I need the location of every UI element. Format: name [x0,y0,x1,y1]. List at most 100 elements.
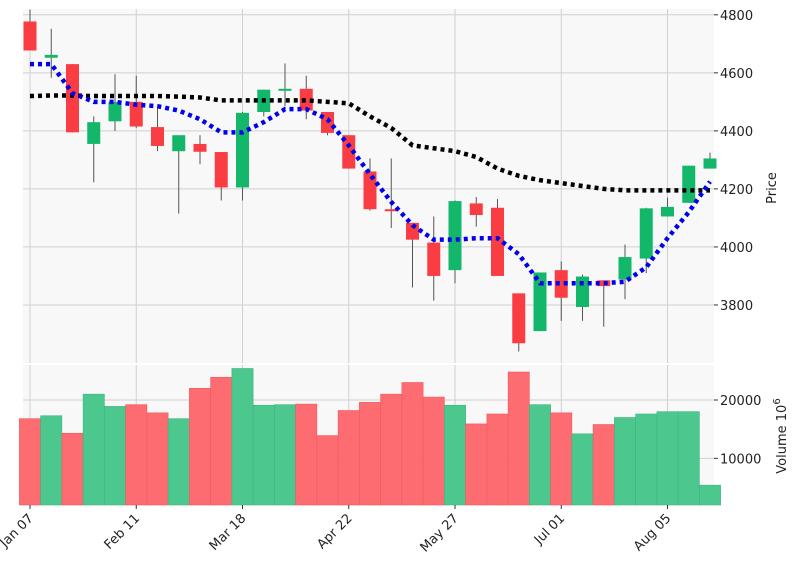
volume-bar [125,404,148,506]
volume-bar [61,432,84,506]
candle-body [576,276,589,307]
candle-body [448,201,462,271]
candle [151,106,164,152]
candle-body [554,270,568,298]
candle-body [342,135,356,169]
volume-bar [359,402,381,506]
price-tick-label: 4400 [720,125,753,140]
candle-body [278,88,292,91]
x-axis: Jan 07 Feb 11 Mar 18 Apr 22 May 27 Jul 01 Aug … [0,505,674,555]
candle [236,112,249,201]
candle-body [129,101,143,127]
price-tick-label: 4800 [720,9,753,24]
candle [299,75,313,120]
candle [214,152,228,201]
candle-body [193,143,207,152]
x-tick-label: Mar 18 [207,511,250,554]
volume-axis-title: Volume 106 [772,398,790,473]
candle [639,207,653,274]
candle-body [661,206,674,217]
volume-bar [635,413,658,506]
volume-bar [380,393,403,506]
candle-body [533,272,547,332]
candle-body [236,112,249,188]
candle [469,197,483,227]
candle [363,158,377,211]
volume-tick-label: 20000 [720,394,761,409]
x-tick-label: Jul 01 [531,511,568,548]
candle-body [618,257,632,280]
volume-bar [167,418,190,506]
candle-body [87,122,101,144]
candle [661,197,674,217]
candle-body [151,127,164,146]
candle [66,64,79,133]
x-tick-label: Apr 22 [314,511,355,552]
candle-body [66,64,79,133]
price-tick-label: 4200 [720,183,753,198]
volume-bar [19,418,41,506]
volume-bar [189,388,211,506]
candle [703,152,717,169]
moving-average-lines [29,61,712,286]
volume-tick-label: 10000 [720,452,761,467]
candle [427,216,441,301]
volume-bar [465,423,488,506]
volume-bar [486,413,509,506]
candle-body [108,101,122,122]
candle-body [512,293,526,344]
candle-body [491,207,504,276]
x-tick-label: Aug 05 [631,511,674,554]
candle [554,261,568,321]
candle-body [639,208,653,259]
volume-bar [422,396,445,506]
candle [342,135,356,169]
candle-body [682,165,696,203]
volume-bar [40,415,63,506]
volume-bar [656,411,679,506]
volume-bar [337,410,360,506]
volume-bar [231,368,254,506]
volume-bar [401,382,424,506]
x-tick-label: Feb 11 [102,511,144,553]
candle [448,200,462,284]
candle [129,75,143,128]
volume-bar [614,417,636,506]
candle [108,74,122,131]
volume-bar [592,424,615,506]
volume-bar [316,435,339,506]
price-tick-label: 3800 [720,299,753,314]
candle-body [23,21,37,51]
candle [44,28,58,78]
volume-bar [529,404,551,506]
candle [618,244,632,300]
volume-bar [210,376,233,506]
volume-bar [146,412,169,506]
candle [23,9,37,51]
ma-fast-line [30,61,712,286]
candle-body [469,203,483,216]
x-tick-label: May 27 [418,511,462,555]
volume-bar [82,393,105,506]
candle-body [299,88,313,111]
volume-axis: 10000 20000 [714,394,761,467]
candles [23,9,717,352]
price-tick-label: 4000 [720,241,753,256]
candle-body [363,171,377,210]
x-tick-label: Jan 07 [0,511,37,551]
candle-body [172,135,186,152]
price-axis: 3800 4000 4200 4400 4600 4800 [714,9,753,314]
volume-bar [274,404,296,506]
price-axis-title: Price [765,172,780,204]
volume-bar [699,484,721,506]
candle [384,158,398,229]
candle [278,63,292,107]
candle-body [703,158,717,169]
ma-slow-line [29,93,710,193]
candle-body [44,54,58,58]
candle [512,293,526,352]
volume-bar [677,411,700,506]
volume-bar [104,406,126,506]
candle-body [427,242,441,276]
